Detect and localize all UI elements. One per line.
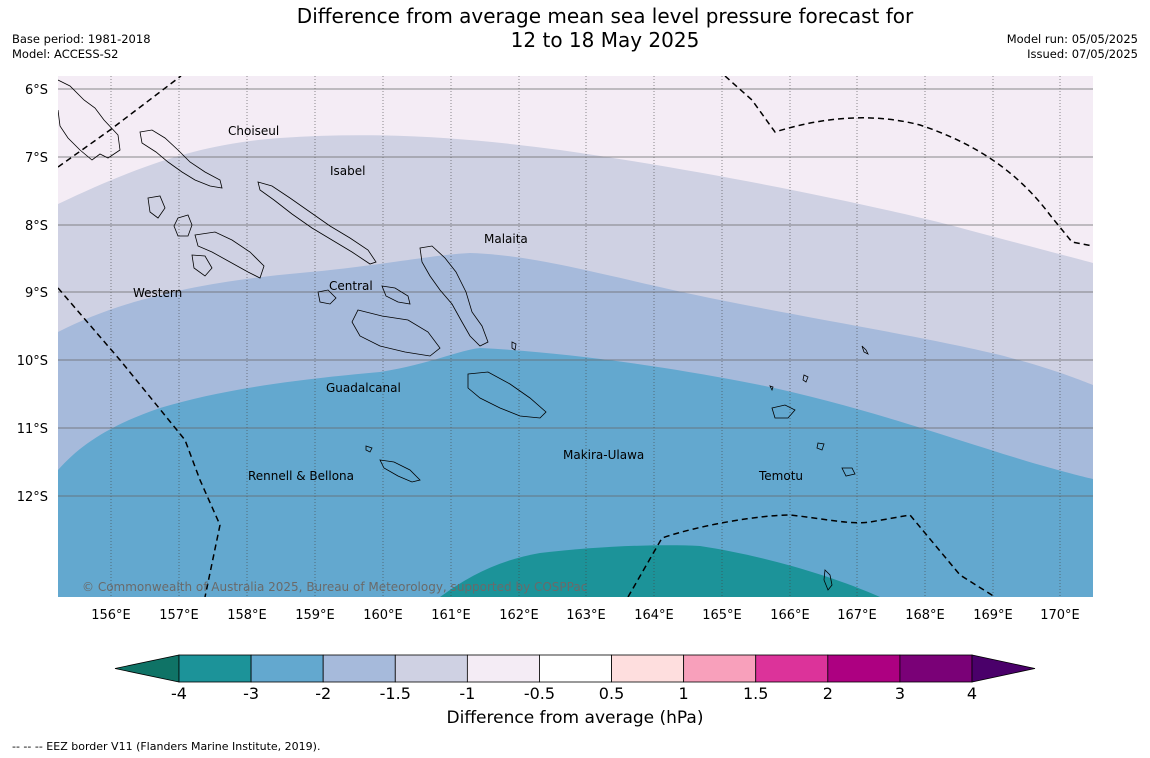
lon-label-162e: 162°E	[499, 608, 539, 623]
bellona-island	[365, 445, 373, 453]
lat-label-6s: 6°S	[25, 83, 48, 98]
new-georgia-island	[194, 231, 265, 279]
colorbar-tick-label: -4	[171, 684, 187, 703]
colorbar-segment	[899, 654, 973, 683]
lon-label-170e: 170°E	[1040, 608, 1080, 623]
colorbar-segment	[755, 654, 829, 683]
colorbar-extend-low	[114, 654, 180, 683]
graticule	[58, 76, 1093, 597]
lon-label-156e: 156°E	[91, 608, 131, 623]
rennell-island	[379, 459, 421, 483]
small-island-a	[511, 341, 517, 351]
russell-savo-island	[351, 309, 441, 357]
region-label-temotu: Temotu	[758, 469, 803, 483]
vanikoro-island	[841, 467, 856, 477]
colorbar-tick-label: 0.5	[598, 684, 625, 703]
eez-border-note: -- -- -- EEZ border V11 (Flanders Marine…	[12, 740, 321, 753]
colorbar-title: Difference from average (hPa)	[446, 708, 704, 728]
colorbar-segment	[322, 654, 396, 683]
region-label-central: Central	[329, 279, 373, 293]
lon-label-161e: 161°E	[431, 608, 471, 623]
colorbar-tick-label: 1.5	[742, 684, 769, 703]
lat-label-9s: 9°S	[25, 286, 48, 301]
lon-label-164e: 164°E	[634, 608, 674, 623]
lat-label-11s: 11°S	[17, 422, 48, 437]
colorbar-tick-label: -1	[459, 684, 476, 703]
lat-label-8s: 8°S	[25, 219, 48, 234]
lon-label-167e: 167°E	[837, 608, 877, 623]
florida-island-a	[317, 289, 337, 305]
region-label-choiseul: Choiseul	[228, 124, 279, 138]
region-label-malaita: Malaita	[484, 232, 528, 246]
region-label-isabel: Isabel	[330, 164, 365, 178]
longitude-labels: 156°E 157°E 158°E 159°E 160°E 161°E 162°…	[91, 608, 1080, 623]
colorbar-segment	[250, 654, 324, 683]
tiny-island-a	[769, 385, 774, 392]
kolombangara-island	[173, 214, 193, 237]
rendova-island	[191, 254, 213, 277]
region-label-guadalcanal: Guadalcanal	[326, 381, 401, 395]
malaita-island	[419, 245, 489, 347]
utupua-island	[816, 442, 825, 451]
colorbar-segment	[611, 654, 685, 683]
colorbar-segment	[539, 654, 612, 683]
colorbar	[114, 654, 1036, 683]
model-run: Model run: 05/05/2025	[1006, 32, 1138, 46]
model-name: Model: ACCESS-S2	[12, 47, 119, 61]
issued-date: Issued: 07/05/2025	[1027, 47, 1138, 61]
bougainville-island	[58, 79, 121, 161]
colorbar-tick-label: -2	[315, 684, 332, 703]
region-labels: Choiseul Isabel Malaita Central Western …	[133, 124, 803, 483]
colorbar-tick-label: 2	[822, 684, 833, 703]
lon-label-165e: 165°E	[702, 608, 742, 623]
band-minus4-minus3	[440, 545, 880, 597]
title-line-2: 12 to 18 May 2025	[510, 28, 700, 52]
anuta-island	[823, 569, 833, 591]
region-label-western: Western	[133, 286, 182, 300]
region-label-makira-ulawa: Makira-Ulawa	[563, 448, 644, 462]
colorbar-segment	[466, 654, 540, 683]
lon-label-169e: 169°E	[973, 608, 1013, 623]
nendo-island	[771, 404, 796, 419]
colorbar-segment	[394, 654, 468, 683]
guadalcanal-island	[467, 371, 547, 419]
island-outlines	[58, 79, 869, 591]
colorbar-tick-label: -3	[243, 684, 260, 703]
lon-label-163e: 163°E	[566, 608, 606, 623]
colorbar-segment	[683, 654, 757, 683]
colorbar-tick-label: -0.5	[523, 684, 556, 703]
vella-lavella-island	[147, 195, 166, 219]
colorbar-tick-label: -1.5	[379, 684, 411, 703]
eez-borders	[58, 76, 1093, 597]
lat-label-7s: 7°S	[25, 151, 48, 166]
lat-label-10s: 10°S	[17, 354, 48, 369]
copyright-notice: © Commonwealth of Australia 2025, Bureau…	[82, 580, 588, 594]
lon-label-158e: 158°E	[227, 608, 267, 623]
colorbar-tick-label: 1	[678, 684, 689, 703]
title-line-1: Difference from average mean sea level p…	[296, 4, 914, 28]
base-period: Base period: 1981-2018	[12, 32, 151, 46]
region-label-rennell-bellona: Rennell & Bellona	[248, 469, 354, 483]
colorbar-segment	[827, 654, 901, 683]
isabel-island	[257, 181, 377, 265]
lon-label-160e: 160°E	[363, 608, 403, 623]
latitude-labels: 6°S 7°S 8°S 9°S 10°S 11°S 12°S	[17, 83, 48, 505]
colorbar-tick-label: 3	[894, 684, 905, 703]
colorbar-extend-high	[971, 654, 1036, 683]
lon-label-157e: 157°E	[159, 608, 199, 623]
lon-label-168e: 168°E	[905, 608, 945, 623]
choiseul-island	[139, 129, 223, 189]
map-title: Difference from average mean sea level p…	[175, 4, 1035, 52]
colorbar-tick-label: 4	[966, 684, 978, 703]
lon-label-166e: 166°E	[770, 608, 810, 623]
band-minus3-minus2	[58, 348, 1093, 597]
lon-label-159e: 159°E	[295, 608, 335, 623]
pressure-anomaly-field	[58, 76, 1093, 597]
colorbar-segment	[178, 654, 252, 683]
florida-island-b	[381, 285, 411, 305]
lat-label-12s: 12°S	[17, 490, 48, 505]
reef-island	[802, 374, 809, 383]
duff-island	[861, 345, 869, 355]
